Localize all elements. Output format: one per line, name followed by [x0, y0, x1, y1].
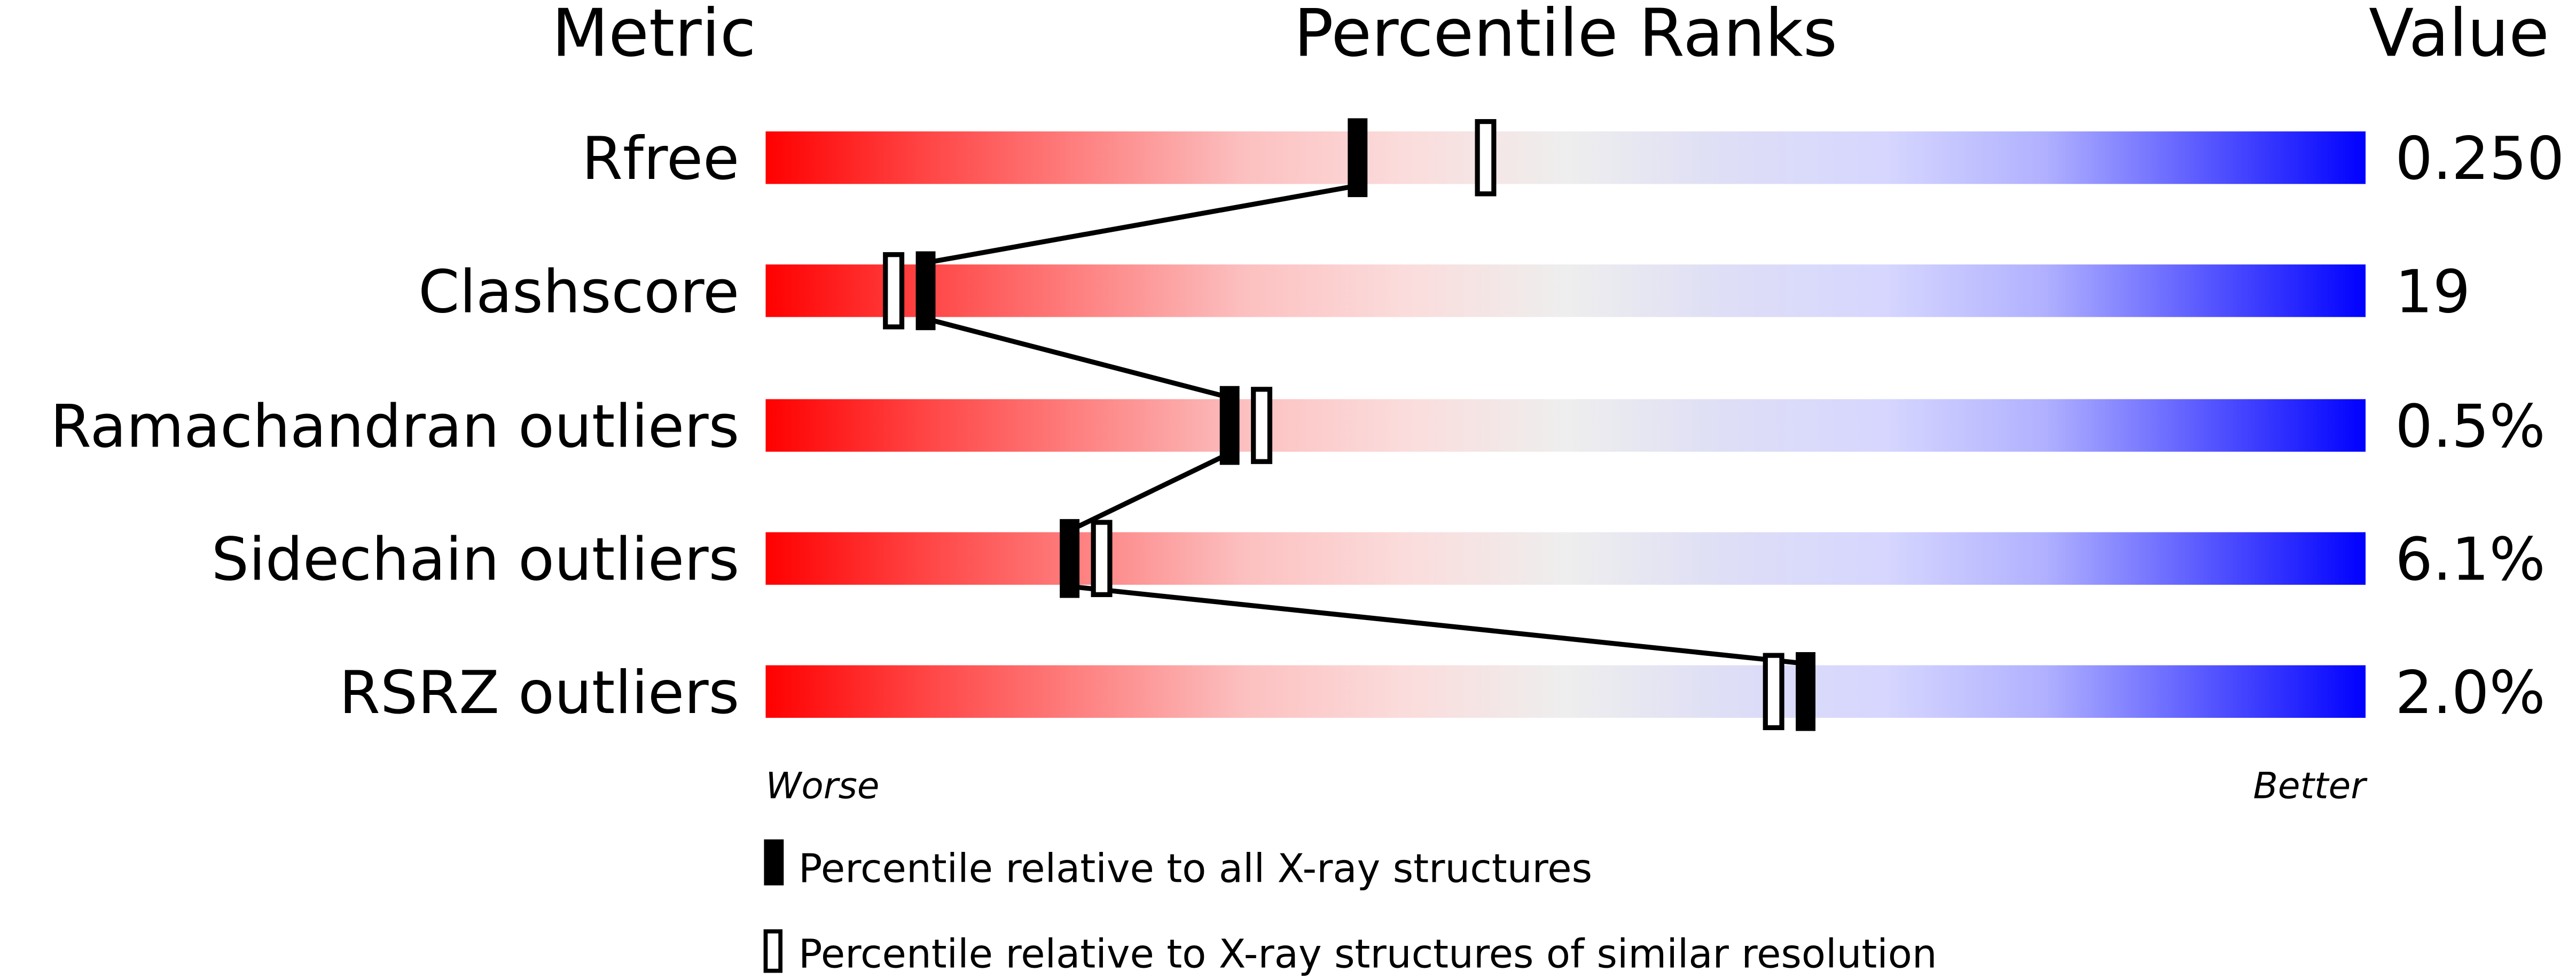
all-structures-marker [1060, 519, 1080, 598]
header-value: Value [2369, 0, 2549, 72]
all-structures-marker [1796, 652, 1816, 731]
connector-line [925, 183, 1358, 265]
percentile-bar [765, 131, 2366, 184]
percentile-bar [765, 665, 2366, 718]
legend-open-label: Percentile relative to X-ray structures … [798, 931, 1937, 977]
metric-value: 19 [2395, 257, 2470, 326]
metric-label: RSRZ outliers [339, 659, 739, 727]
header-metric: Metric [552, 0, 756, 72]
metric-value: 0.5% [2395, 393, 2545, 461]
metric-label: Clashscore [418, 257, 739, 326]
better-label: Better [2253, 765, 2368, 807]
worse-label: Worse [765, 765, 879, 807]
legend-filled-label: Percentile relative to all X-ray structu… [798, 846, 1592, 892]
similar-resolution-marker [1251, 387, 1273, 464]
metric-label: Sidechain outliers [212, 526, 740, 594]
similar-resolution-marker [1763, 653, 1784, 731]
connector-line [1069, 584, 1806, 667]
header-percentile-ranks: Percentile Ranks [1294, 0, 1837, 72]
all-structures-marker [1348, 118, 1368, 198]
connector-line [925, 316, 1231, 400]
all-structures-marker [915, 251, 936, 331]
metric-label: Rfree [582, 124, 739, 193]
metric-value: 6.1% [2395, 526, 2545, 594]
percentile-bar [765, 532, 2366, 585]
metric-value: 2.0% [2395, 659, 2545, 727]
similar-resolution-marker [1091, 520, 1113, 597]
connector-line [1068, 451, 1231, 533]
percentile-bar [765, 264, 2366, 317]
metric-value: 0.250 [2395, 124, 2564, 193]
legend-filled-marker [764, 839, 784, 886]
metric-label: Ramachandran outliers [50, 393, 739, 461]
all-structures-marker [1219, 386, 1240, 465]
similar-resolution-marker [1475, 119, 1497, 197]
similar-resolution-marker [883, 252, 905, 330]
legend-open-marker [763, 929, 783, 973]
percentile-bar [765, 399, 2366, 452]
